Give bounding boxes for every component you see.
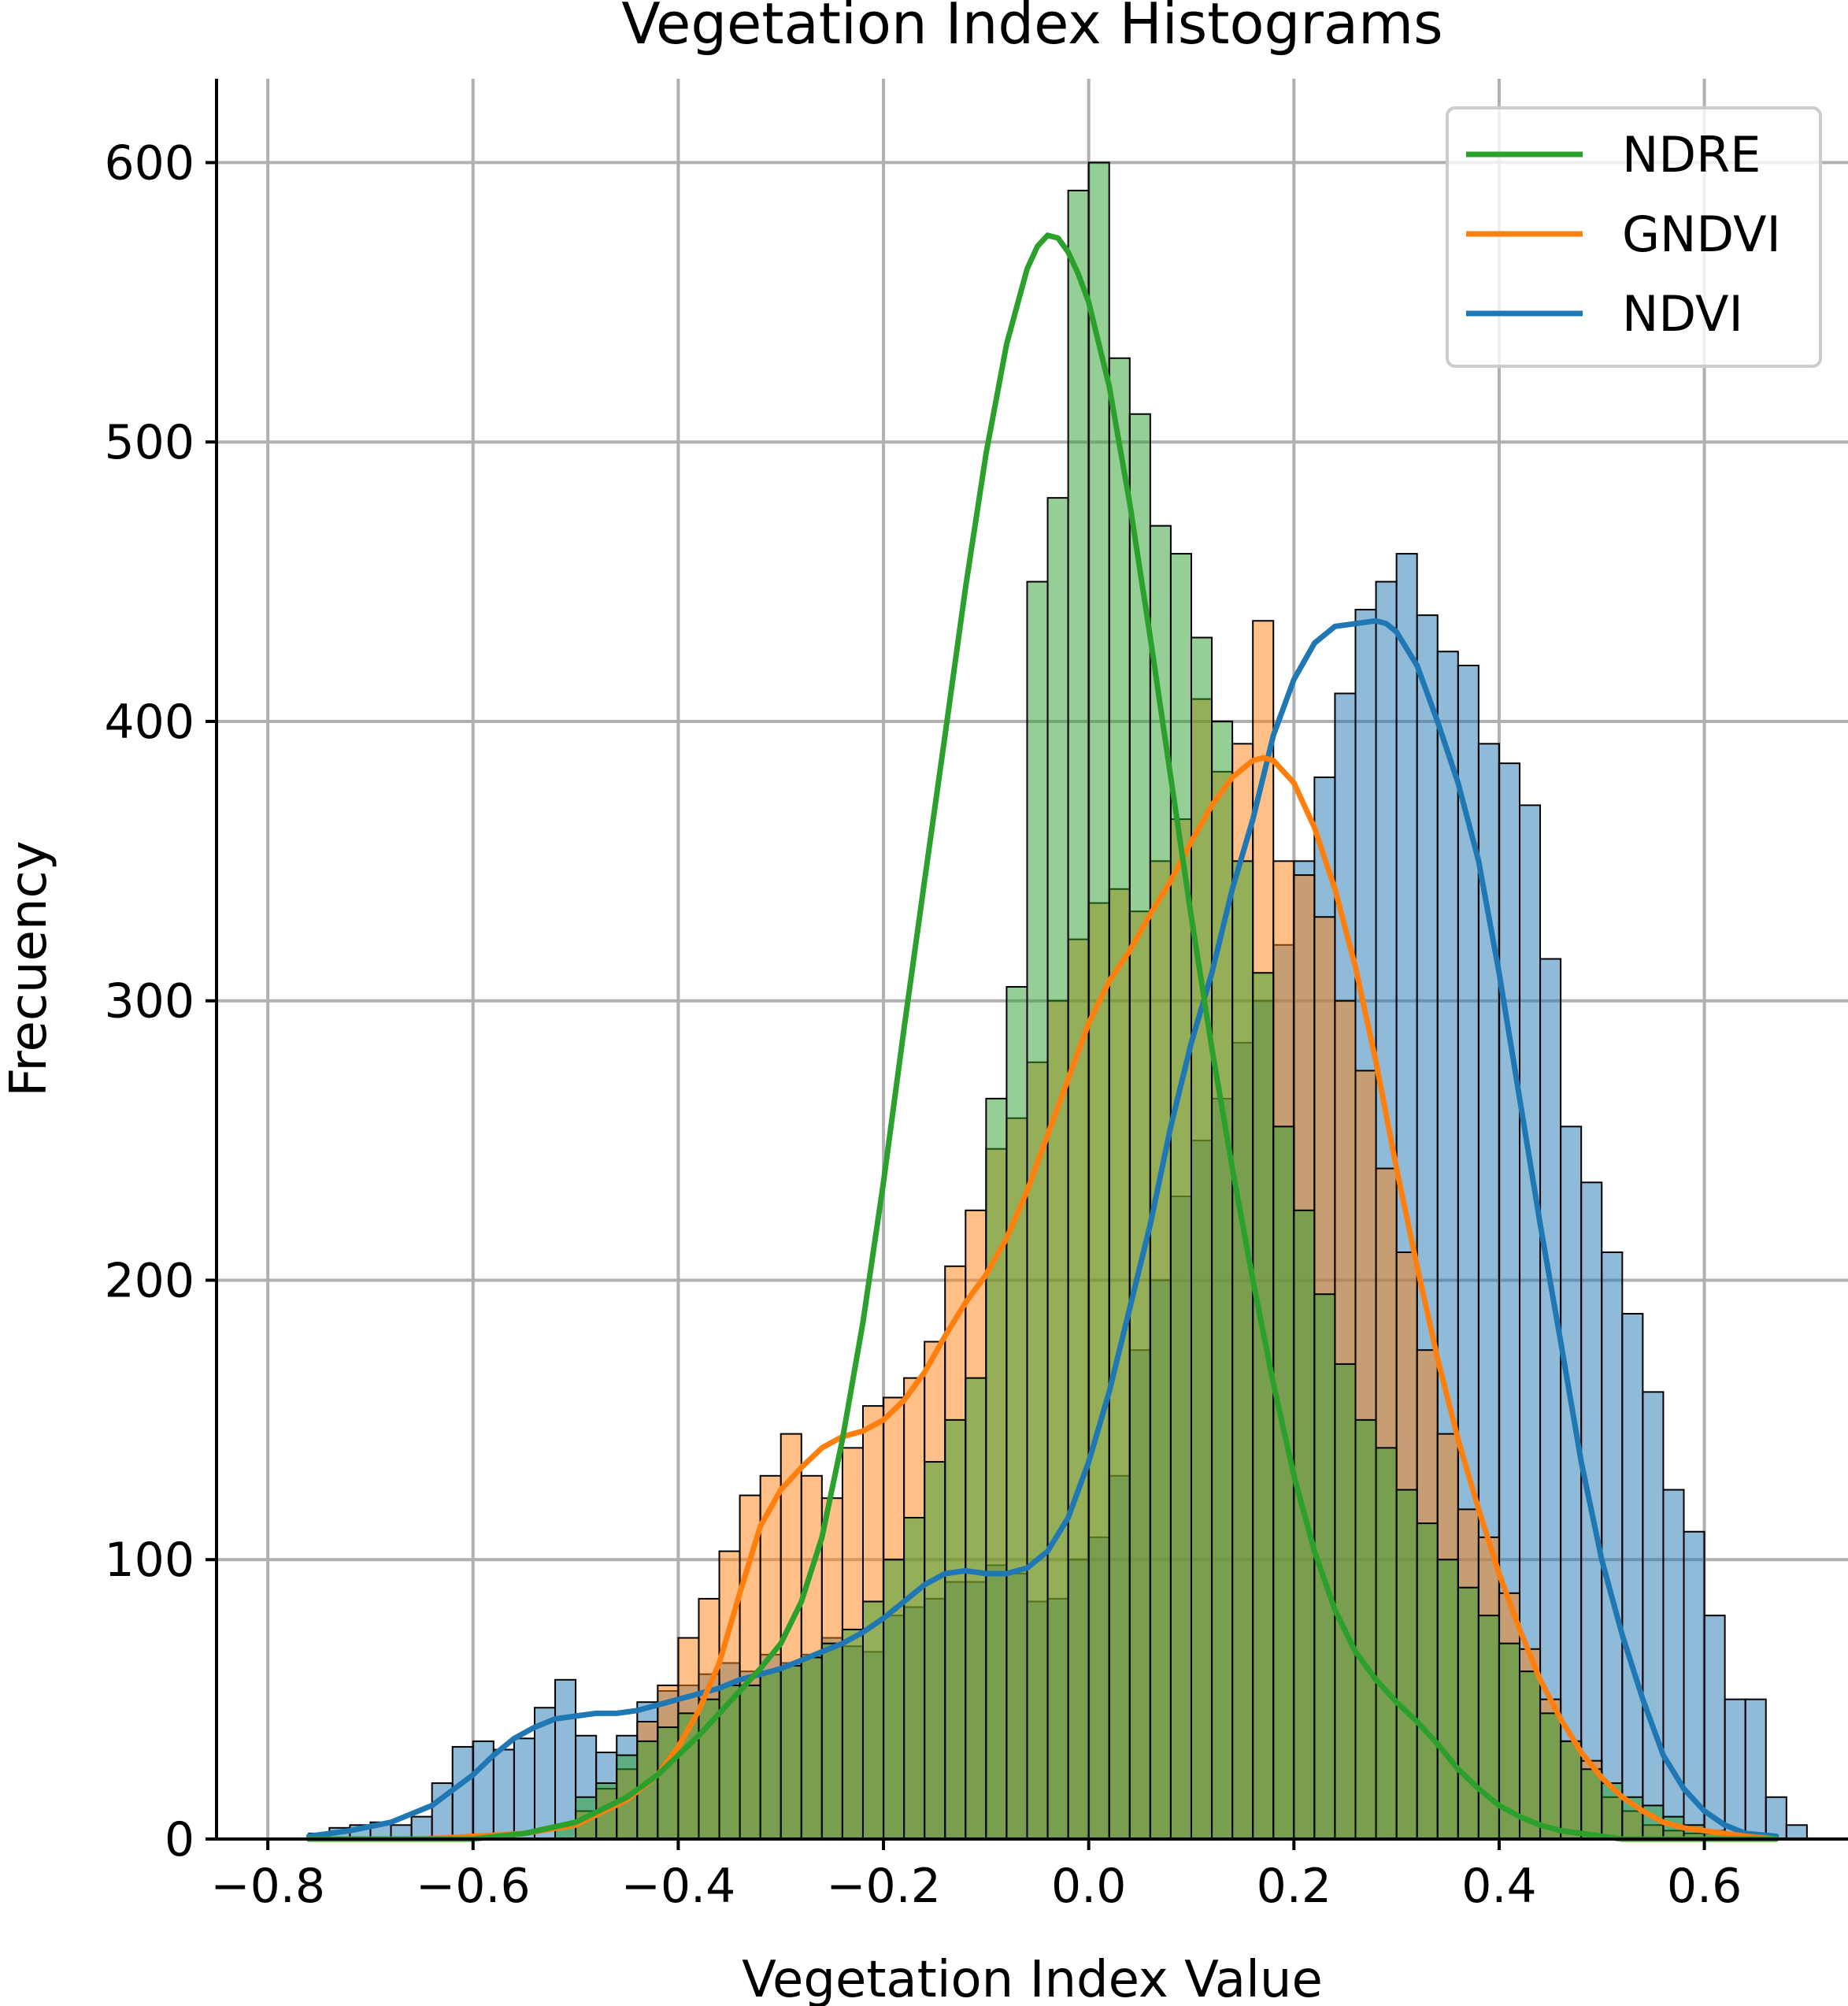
histogram-bar-ndvi <box>1642 1391 1665 1840</box>
histogram-bar-ndre <box>965 1377 987 1840</box>
histogram-bar-ndvi <box>410 1815 433 1841</box>
histogram-bar-ndre <box>1190 636 1213 1840</box>
histogram-bar-ndre <box>1046 497 1069 1841</box>
histogram-bar-ndvi <box>1724 1698 1746 1841</box>
histogram-bar-ndvi <box>1601 1251 1624 1840</box>
histogram-bar-ndre <box>1436 1559 1459 1840</box>
histogram-bar-ndre <box>924 1461 946 1840</box>
histogram-bar-ndvi <box>1744 1698 1767 1841</box>
y-tick-label: 400 <box>104 695 194 750</box>
x-tick-label: −0.4 <box>621 1859 736 1914</box>
histogram-bar-ndvi <box>1621 1313 1644 1840</box>
histogram-bar-ndre <box>903 1517 926 1840</box>
histogram-bar-ndre <box>1005 985 1028 1840</box>
histogram-bar-ndre <box>1026 580 1049 1840</box>
chart-title: Vegetation Index Histograms <box>621 0 1442 57</box>
y-tick-label: 300 <box>104 974 194 1029</box>
histogram-bar-ndre <box>1580 1768 1603 1841</box>
histogram-bar-ndvi <box>1683 1530 1705 1841</box>
histogram-bar-ndre <box>861 1600 885 1840</box>
histogram-bar-ndvi <box>1703 1615 1726 1840</box>
legend-box <box>1446 106 1822 368</box>
histogram-bar-ndvi <box>451 1745 474 1840</box>
histogram-bar-ndre <box>985 1097 1008 1840</box>
histogram-bar-ndre <box>636 1740 659 1840</box>
x-tick-label: −0.6 <box>416 1859 531 1914</box>
y-tick-label: 200 <box>104 1253 194 1308</box>
histogram-bar-ndre <box>657 1726 680 1840</box>
histogram-bar-ndre <box>1395 1489 1418 1840</box>
kde-line-gndvi <box>306 755 1779 1842</box>
histogram-bar-ndvi <box>554 1678 577 1840</box>
legend-label-ndvi: NDVI <box>1622 285 1743 343</box>
histogram-bar-ndre <box>1539 1712 1562 1841</box>
x-tick-label: −0.8 <box>210 1859 325 1914</box>
axes-layer: −0.8 −0.6 −0.4 −0.2 0.0 0.2 0.4 0.6 0 100 200 300 40… <box>104 79 1848 1914</box>
x-tick-label: 0.4 <box>1461 1859 1536 1914</box>
legend-label-ndre: NDRE <box>1622 126 1761 184</box>
histogram-bar-ndre <box>1067 189 1090 1840</box>
histogram-bar-ndre <box>1375 1447 1398 1841</box>
x-tick-label: 0.0 <box>1051 1859 1126 1914</box>
histogram-bar-ndvi <box>1765 1796 1787 1840</box>
y-axis-label: Frecuency <box>0 840 58 1096</box>
x-tick-label: −0.2 <box>826 1859 941 1914</box>
histogram-bar-ndre <box>759 1670 782 1840</box>
histogram-bar-ndre <box>800 1656 823 1841</box>
x-axis-label: Vegetation Index Value <box>742 1951 1323 2006</box>
kde-line-ndre <box>306 232 1779 1842</box>
histogram-bar-ndre <box>780 1665 802 1840</box>
histogram-bar-ndvi <box>1785 1824 1808 1841</box>
histogram-bar-ndre <box>1272 1125 1295 1841</box>
kde-line-ndvi <box>306 617 1779 1839</box>
histogram-bar-ndre <box>944 1418 967 1841</box>
histogram-bar-ndre <box>1334 1363 1357 1840</box>
y-tick-label: 100 <box>104 1533 194 1588</box>
histogram-bar-ndre <box>1128 413 1151 1841</box>
histogram-bar-ndre <box>1293 1209 1316 1841</box>
histogram-bar-ndre <box>1416 1522 1439 1840</box>
y-tick-label: 600 <box>104 135 194 191</box>
x-tick-label: 0.2 <box>1257 1859 1331 1914</box>
histogram-bar-ndre <box>1354 1418 1377 1841</box>
y-tick-label: 500 <box>104 415 194 470</box>
histogram-bar-ndvi <box>1539 958 1562 1840</box>
histogram-bar-ndvi <box>513 1737 535 1840</box>
legend: NDRE GNDVI NDVI <box>1446 106 1822 368</box>
histogram-bar-ndre <box>739 1684 761 1840</box>
histogram-bar-ndre <box>1169 553 1192 1840</box>
histogram-bar-ndre <box>841 1628 864 1840</box>
kde-layer <box>306 232 1779 1842</box>
histogram-bar-ndre <box>1252 972 1275 1840</box>
legend-label-gndvi: GNDVI <box>1622 206 1781 263</box>
histogram-bar-ndre <box>1108 357 1131 1840</box>
histogram-bar-ndre <box>1560 1740 1583 1840</box>
x-tick-label: 0.6 <box>1667 1859 1742 1914</box>
histogram-bar-ndre <box>820 1642 843 1841</box>
histogram-bar-ndre <box>1518 1670 1542 1840</box>
histogram-bar-ndre <box>1211 720 1234 1840</box>
histogram-bar-ndvi <box>492 1748 515 1840</box>
histogram-bar-ndre <box>1231 860 1254 1840</box>
histogram-bar-ndre <box>1457 1586 1480 1840</box>
y-tick-label: 0 <box>165 1812 194 1867</box>
histogram-bar-ndre <box>677 1712 700 1841</box>
